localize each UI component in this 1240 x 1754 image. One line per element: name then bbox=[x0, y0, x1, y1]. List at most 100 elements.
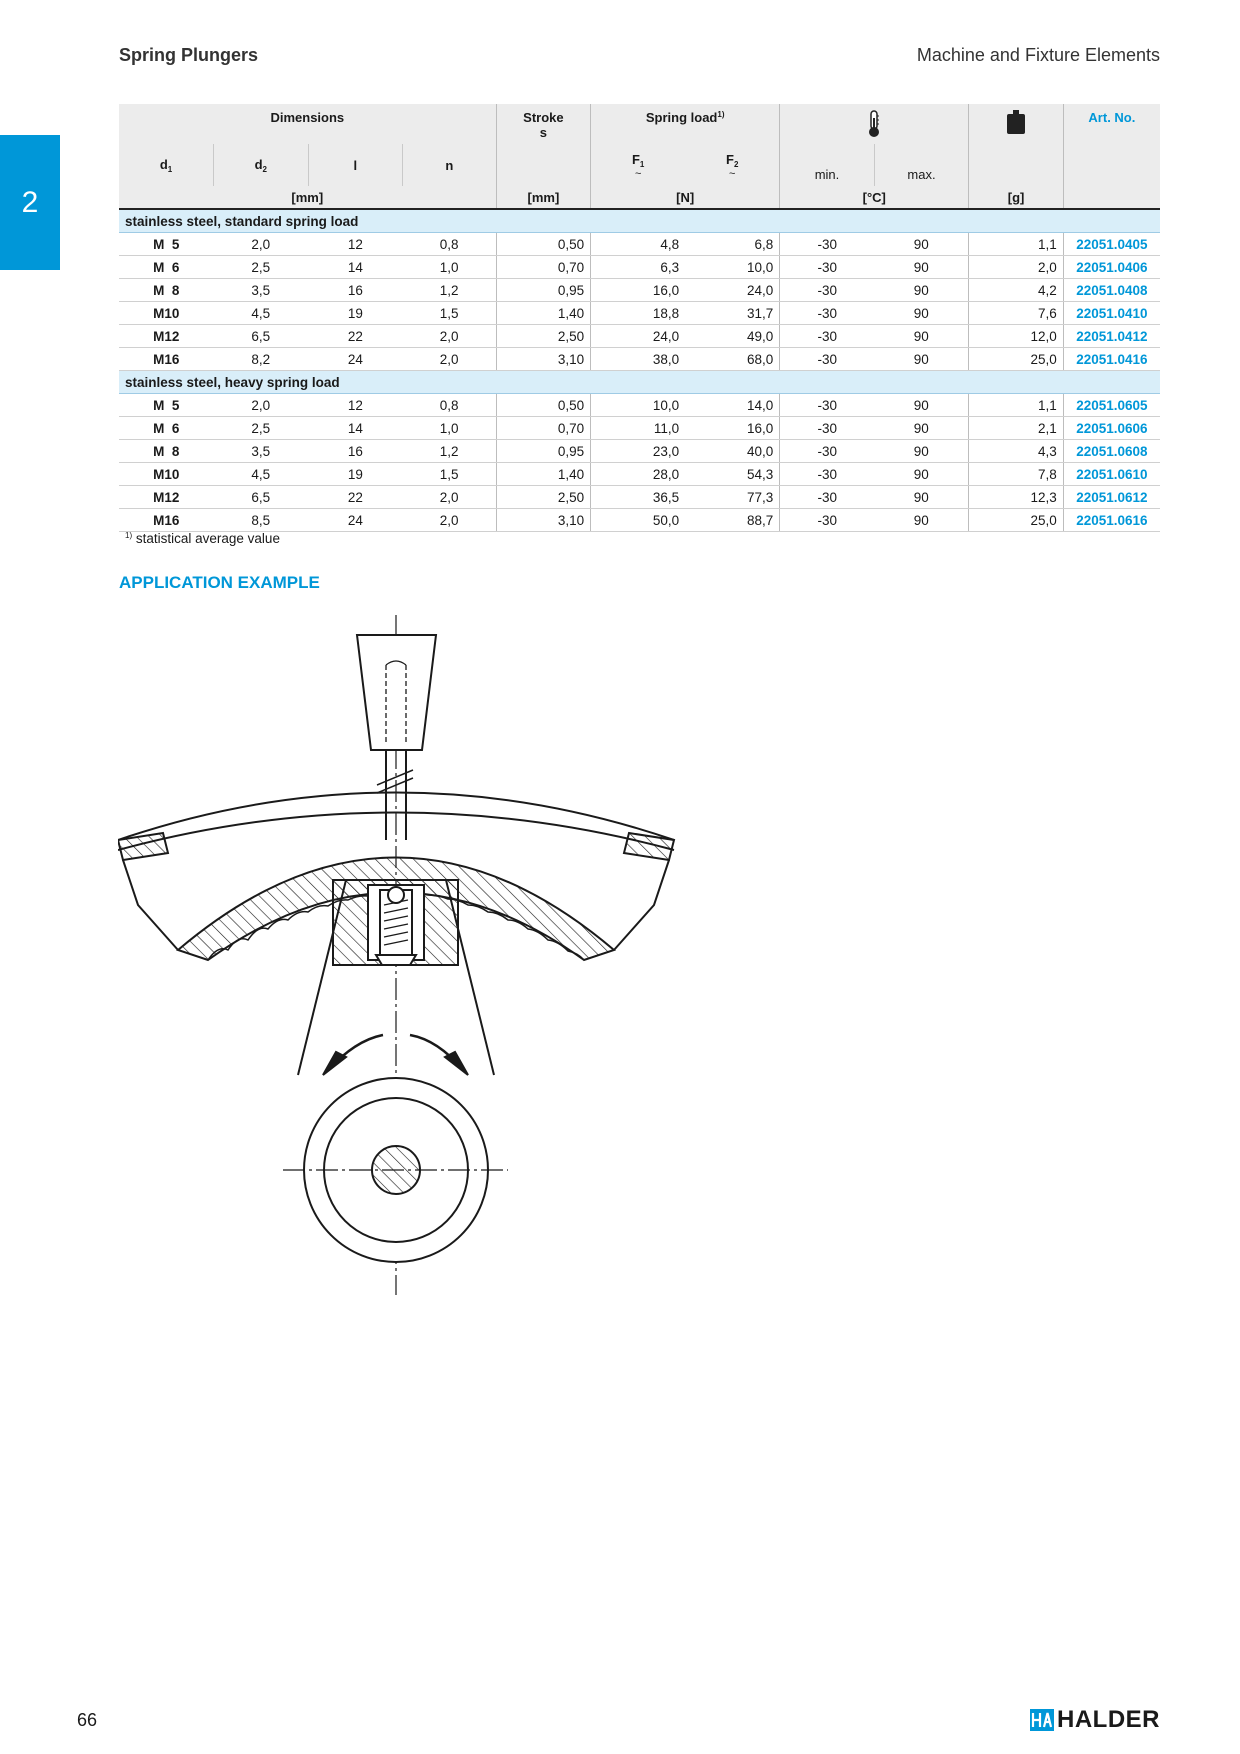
brand-name: HALDER bbox=[1057, 1706, 1160, 1733]
cell-f1: 38,0 bbox=[590, 347, 686, 371]
cell-d1: M12 bbox=[119, 324, 214, 348]
cell-d2: 2,5 bbox=[213, 255, 309, 279]
cell-d1: M 8 bbox=[119, 439, 214, 463]
table-row: M10 4,5 19 1,5 1,40 18,8 31,7 -30 90 7,6 22051.041… bbox=[119, 301, 1160, 325]
cell-art-no[interactable]: 22051.0605 bbox=[1062, 393, 1160, 417]
cell-art-no[interactable]: 22051.0412 bbox=[1062, 324, 1160, 348]
table-row: M 6 2,5 14 1,0 0,70 11,0 16,0 -30 90 2,1 22051.060… bbox=[119, 416, 1160, 440]
cell-art-no[interactable]: 22051.0608 bbox=[1062, 439, 1160, 463]
page-number: 66 bbox=[77, 1710, 98, 1730]
cell-d2: 2,0 bbox=[213, 232, 309, 256]
cell-art-no[interactable]: 22051.0416 bbox=[1062, 347, 1160, 371]
cell-stroke: 0,70 bbox=[495, 255, 591, 279]
cell-l: 14 bbox=[308, 416, 403, 440]
cell-weight: 2,1 bbox=[968, 416, 1064, 440]
cell-n: 1,5 bbox=[402, 301, 497, 325]
cell-stroke: 3,10 bbox=[495, 347, 591, 371]
cell-art-no[interactable]: 22051.0405 bbox=[1062, 232, 1160, 256]
cell-f2: 31,7 bbox=[685, 301, 780, 325]
col-art-blank bbox=[1062, 144, 1160, 186]
unit-stroke: [mm] bbox=[495, 186, 591, 210]
cell-d1: M 6 bbox=[119, 416, 214, 440]
temperature-header bbox=[779, 104, 969, 144]
cell-f1: 11,0 bbox=[590, 416, 686, 440]
cell-n: 1,2 bbox=[402, 439, 497, 463]
cell-art-no[interactable]: 22051.0612 bbox=[1062, 485, 1160, 509]
cell-n: 1,5 bbox=[402, 462, 497, 486]
cell-stroke: 0,50 bbox=[495, 393, 591, 417]
cell-weight: 4,3 bbox=[968, 439, 1064, 463]
cell-weight: 25,0 bbox=[968, 347, 1064, 371]
brand-logo: HALDER bbox=[1030, 1706, 1160, 1734]
cell-weight: 7,6 bbox=[968, 301, 1064, 325]
cell-stroke: 1,40 bbox=[495, 462, 591, 486]
col-l: l bbox=[307, 144, 403, 186]
col-stroke-blank bbox=[495, 144, 591, 186]
cell-art-no[interactable]: 22051.0410 bbox=[1062, 301, 1160, 325]
cell-stroke: 0,70 bbox=[495, 416, 591, 440]
cell-d1: M16 bbox=[119, 347, 214, 371]
cell-f2: 14,0 bbox=[685, 393, 780, 417]
cell-f2: 16,0 bbox=[685, 416, 780, 440]
col-max: max. bbox=[873, 144, 969, 186]
art-no-header: Art. No. bbox=[1062, 104, 1160, 144]
cell-n: 2,0 bbox=[402, 508, 497, 532]
cell-f1: 16,0 bbox=[590, 278, 686, 302]
cell-temp-min: -30 bbox=[779, 347, 875, 371]
col-min: min. bbox=[779, 144, 875, 186]
cell-f1: 18,8 bbox=[590, 301, 686, 325]
cell-temp-min: -30 bbox=[779, 416, 875, 440]
table-row: M10 4,5 19 1,5 1,40 28,0 54,3 -30 90 7,8 22051.061… bbox=[119, 462, 1160, 486]
table-row: M 8 3,5 16 1,2 0,95 23,0 40,0 -30 90 4,3 22051.060… bbox=[119, 439, 1160, 463]
weight-icon bbox=[1007, 110, 1026, 134]
col-f1: F1 ~ bbox=[590, 144, 686, 186]
cell-f2: 6,8 bbox=[685, 232, 780, 256]
cell-temp-max: 90 bbox=[874, 439, 969, 463]
cell-f2: 54,3 bbox=[685, 462, 780, 486]
cell-temp-min: -30 bbox=[779, 485, 875, 509]
cell-temp-max: 90 bbox=[874, 324, 969, 348]
cell-temp-max: 90 bbox=[874, 462, 969, 486]
cell-d1: M 5 bbox=[119, 232, 214, 256]
cell-art-no[interactable]: 22051.0616 bbox=[1062, 508, 1160, 532]
cell-temp-max: 90 bbox=[874, 255, 969, 279]
cell-d2: 4,5 bbox=[213, 462, 309, 486]
cell-l: 16 bbox=[308, 278, 403, 302]
cell-d2: 4,5 bbox=[213, 301, 309, 325]
unit-temp: [°C] bbox=[779, 186, 969, 210]
cell-temp-max: 90 bbox=[874, 278, 969, 302]
cell-weight: 2,0 bbox=[968, 255, 1064, 279]
group-row: stainless steel, standard spring load bbox=[119, 209, 1160, 233]
table-row: M 5 2,0 12 0,8 0,50 4,8 6,8 -30 90 1,1 22051.0405 bbox=[119, 232, 1160, 256]
cell-temp-min: -30 bbox=[779, 393, 875, 417]
cell-l: 24 bbox=[308, 347, 403, 371]
cell-art-no[interactable]: 22051.0408 bbox=[1062, 278, 1160, 302]
cell-f2: 68,0 bbox=[685, 347, 780, 371]
cell-d1: M12 bbox=[119, 485, 214, 509]
table-row: M 6 2,5 14 1,0 0,70 6,3 10,0 -30 90 2,0 22051.0406 bbox=[119, 255, 1160, 279]
cell-temp-max: 90 bbox=[874, 301, 969, 325]
cell-f2: 88,7 bbox=[685, 508, 780, 532]
col-d2: d2 bbox=[213, 144, 309, 186]
cell-d2: 8,5 bbox=[213, 508, 309, 532]
cell-art-no[interactable]: 22051.0606 bbox=[1062, 416, 1160, 440]
thermometer-icon bbox=[869, 110, 880, 137]
cell-l: 19 bbox=[308, 462, 403, 486]
table-row: M 5 2,0 12 0,8 0,50 10,0 14,0 -30 90 1,1 22051.060… bbox=[119, 393, 1160, 417]
cell-art-no[interactable]: 22051.0610 bbox=[1062, 462, 1160, 486]
document-section-title: Spring Plungers bbox=[119, 45, 259, 65]
cell-weight: 25,0 bbox=[968, 508, 1064, 532]
cell-temp-min: -30 bbox=[779, 278, 875, 302]
cell-n: 2,0 bbox=[402, 324, 497, 348]
cell-temp-max: 90 bbox=[874, 508, 969, 532]
cell-temp-max: 90 bbox=[874, 232, 969, 256]
cell-art-no[interactable]: 22051.0406 bbox=[1062, 255, 1160, 279]
cell-temp-min: -30 bbox=[779, 324, 875, 348]
cell-d2: 3,5 bbox=[213, 439, 309, 463]
unit-weight: [g] bbox=[968, 186, 1064, 210]
cell-n: 1,0 bbox=[402, 255, 497, 279]
group-row: stainless steel, heavy spring load bbox=[119, 370, 1160, 394]
cell-temp-max: 90 bbox=[874, 347, 969, 371]
cell-n: 2,0 bbox=[402, 485, 497, 509]
cell-l: 19 bbox=[308, 301, 403, 325]
